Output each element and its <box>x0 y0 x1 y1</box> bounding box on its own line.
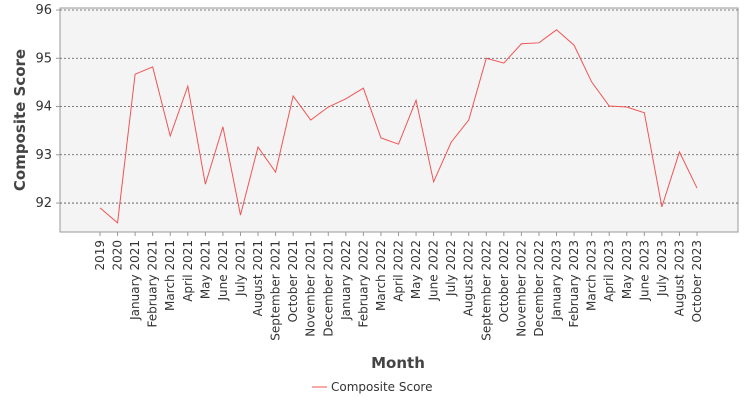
x-tick-label: March 2021 <box>163 240 177 311</box>
x-tick-label: January 2023 <box>550 240 564 321</box>
x-tick-label: January 2022 <box>339 240 353 321</box>
x-tick-label: October 2023 <box>690 240 704 322</box>
x-tick-label: 2019 <box>93 240 107 271</box>
x-axis-title: Month <box>371 354 425 372</box>
x-tick-label: May 2021 <box>198 240 212 299</box>
x-tick-label: April 2023 <box>602 240 616 302</box>
x-tick-label: May 2023 <box>620 240 634 299</box>
x-tick-label: January 2021 <box>128 240 142 321</box>
y-axis-title: Composite Score <box>11 49 29 191</box>
x-tick-label: June 2023 <box>637 240 651 302</box>
x-tick-label: 2020 <box>111 240 125 271</box>
x-tick-label: February 2023 <box>567 240 581 328</box>
x-tick-label: March 2023 <box>585 240 599 311</box>
x-tick-label: June 2021 <box>216 240 230 302</box>
y-tick-label: 93 <box>35 148 52 163</box>
x-tick-label: June 2022 <box>427 240 441 302</box>
x-tick-label: October 2022 <box>497 240 511 322</box>
x-tick-label: October 2021 <box>286 240 300 322</box>
y-tick-label: 94 <box>35 100 52 115</box>
y-tick-label: 96 <box>35 3 52 18</box>
x-tick-label: December 2022 <box>532 240 546 337</box>
x-tick-label: August 2023 <box>672 240 686 316</box>
x-tick-label: August 2021 <box>251 240 265 316</box>
x-tick-label: April 2022 <box>392 240 406 302</box>
x-tick-label: May 2022 <box>409 240 423 299</box>
x-tick-label: September 2022 <box>479 240 493 341</box>
x-tick-label: September 2021 <box>269 240 283 341</box>
x-tick-label: February 2021 <box>146 240 160 328</box>
y-tick-label: 92 <box>35 196 52 211</box>
y-tick-label: 95 <box>35 51 52 66</box>
x-tick-label: July 2021 <box>233 240 247 297</box>
series-line <box>99 29 698 224</box>
x-tick-label: February 2022 <box>356 240 370 328</box>
x-tick-label: March 2022 <box>374 240 388 311</box>
x-tick-label: November 2021 <box>304 240 318 337</box>
plot-area <box>59 7 739 233</box>
x-tick-label: November 2022 <box>514 240 528 337</box>
x-tick-label: April 2021 <box>181 240 195 302</box>
x-tick-label: December 2021 <box>321 240 335 337</box>
x-tick-label: July 2022 <box>444 240 458 297</box>
x-tick-label: August 2022 <box>462 240 476 316</box>
x-tick-label: July 2023 <box>655 240 669 297</box>
legend-label: Composite Score <box>331 380 432 394</box>
